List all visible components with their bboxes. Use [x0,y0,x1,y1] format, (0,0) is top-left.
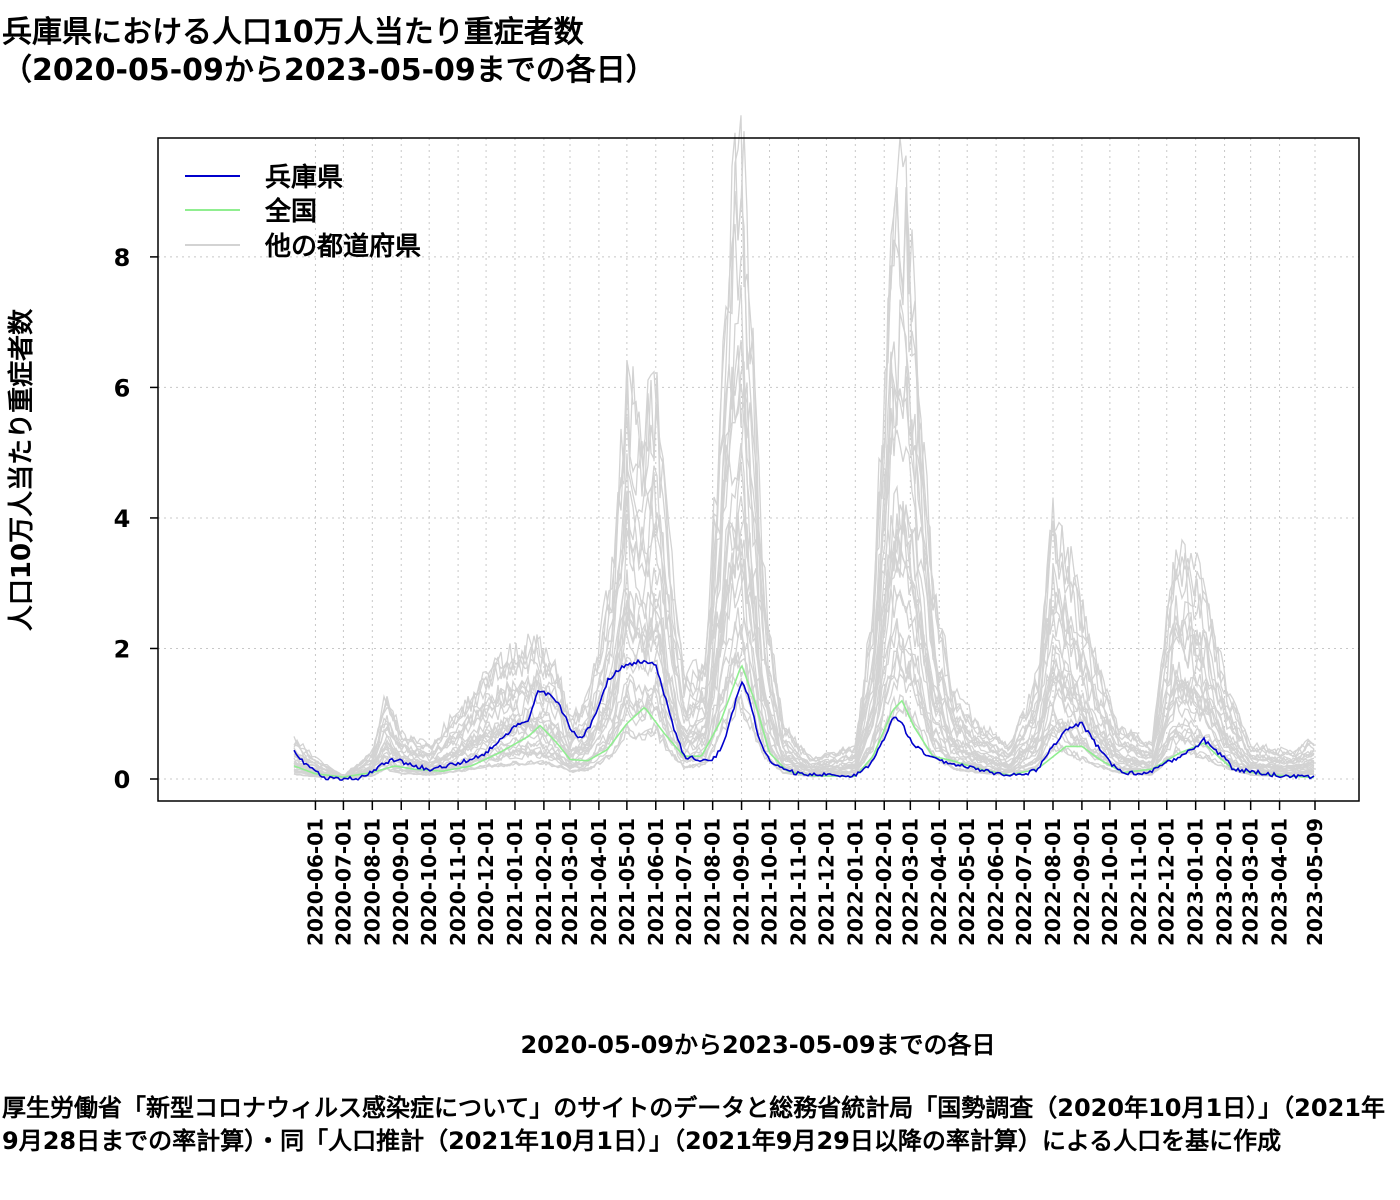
x-tick-label: 2021-09-01 [730,818,754,946]
x-tick-label: 2021-10-01 [758,818,782,946]
x-tick-label: 2021-02-01 [532,818,556,946]
x-tick-label: 2020-10-01 [417,818,441,946]
y-tick-label: 8 [114,244,131,272]
x-tick-label: 2022-03-01 [898,818,922,946]
series-other-prefecture-line [293,409,1315,778]
x-tick-label: 2022-08-01 [1041,818,1065,946]
x-axis: 2020-06-01 2020-07-01 2020-08-01 2020-09-01… [303,801,1327,946]
chart-title: 兵庫県における人口10万人当たり重症者数 （2020-05-09から2023-0… [2,14,656,90]
x-tick-label: 2021-08-01 [701,818,725,946]
series-other-prefecture-line [293,115,1315,777]
x-tick-label: 2021-05-01 [615,818,639,946]
x-tick-label: 2022-09-01 [1070,818,1094,946]
x-tick-label: 2021-07-01 [672,818,696,946]
series-other-prefecture-line [293,187,1315,777]
source-caption: 厚生労働省「新型コロナウィルス感染症について」のサイトのデータと総務省統計局「国… [2,1094,1385,1155]
legend-label-national: 全国 [264,196,317,227]
y-axis-label: 人口10万人当たり重症者数 [6,308,37,631]
x-tick-label: 2023-04-01 [1268,818,1292,946]
chart-title-line2: （2020-05-09から2023-05-09までの各日） [2,53,656,88]
x-tick-label: 2021-12-01 [814,818,838,946]
x-tick-label: 2020-09-01 [389,818,413,946]
series-other-prefecture-line [293,190,1315,776]
x-tick-label: 2021-04-01 [587,818,611,946]
x-tick-label: 2020-07-01 [331,818,355,946]
series-other-prefecture-line [293,340,1315,778]
legend: 兵庫県 全国 他の都道府県 [185,163,421,262]
series-other-prefecture-line [293,515,1315,779]
series-hyogo-line [293,658,1315,781]
x-tick-label: 2022-02-01 [872,818,896,946]
x-tick-label: 2022-07-01 [1012,818,1036,946]
x-tick-label: 2022-06-01 [984,818,1008,946]
y-axis: 0 2 4 6 8 [114,244,158,794]
x-tick-label: 2022-05-01 [955,818,979,946]
x-tick-label: 2020-12-01 [474,818,498,946]
series-other-prefecture-line [293,443,1315,778]
plot-frame [157,137,1360,802]
x-tick-label: 2022-04-01 [927,818,951,946]
series-main [293,658,1315,781]
y-tick-label: 0 [114,766,131,794]
x-axis-label: 2020-05-09から2023-05-09までの各日 [520,1031,995,1059]
x-tick-label: 2021-11-01 [786,818,810,946]
legend-label-hyogo: 兵庫県 [265,163,343,193]
x-tick-label: 2023-03-01 [1239,818,1263,946]
series-other-prefecture-line [293,569,1315,779]
series-other-prefecture-line [293,345,1315,777]
x-tick-label: 2022-11-01 [1127,818,1151,946]
x-tick-label: 2021-01-01 [503,818,527,946]
x-tick-label: 2021-03-01 [558,818,582,946]
y-tick-label: 4 [114,505,131,533]
x-tick-label: 2022-12-01 [1155,818,1179,946]
x-tick-label: 2021-06-01 [644,818,668,946]
series-other-prefecture-line [293,648,1315,779]
x-tick-label: 2023-01-01 [1184,818,1208,946]
chart-title-line1: 兵庫県における人口10万人当たり重症者数 [2,15,584,50]
series-other-prefecture-line [293,341,1315,777]
y-tick-label: 6 [114,374,131,402]
series-others [293,115,1315,780]
x-tick-label: 2020-08-01 [360,818,384,946]
y-tick-label: 2 [114,635,131,663]
x-tick-label: 2023-02-01 [1213,818,1237,946]
series-other-prefecture-line [293,131,1315,776]
legend-label-others: 他の都道府県 [264,231,421,262]
x-tick-label: 2023-05-09 [1303,818,1327,946]
x-tick-label: 2020-11-01 [446,818,470,946]
x-tick-label: 2020-06-01 [303,818,327,946]
x-tick-label: 2022-01-01 [843,818,867,946]
x-tick-label: 2022-10-01 [1098,818,1122,946]
